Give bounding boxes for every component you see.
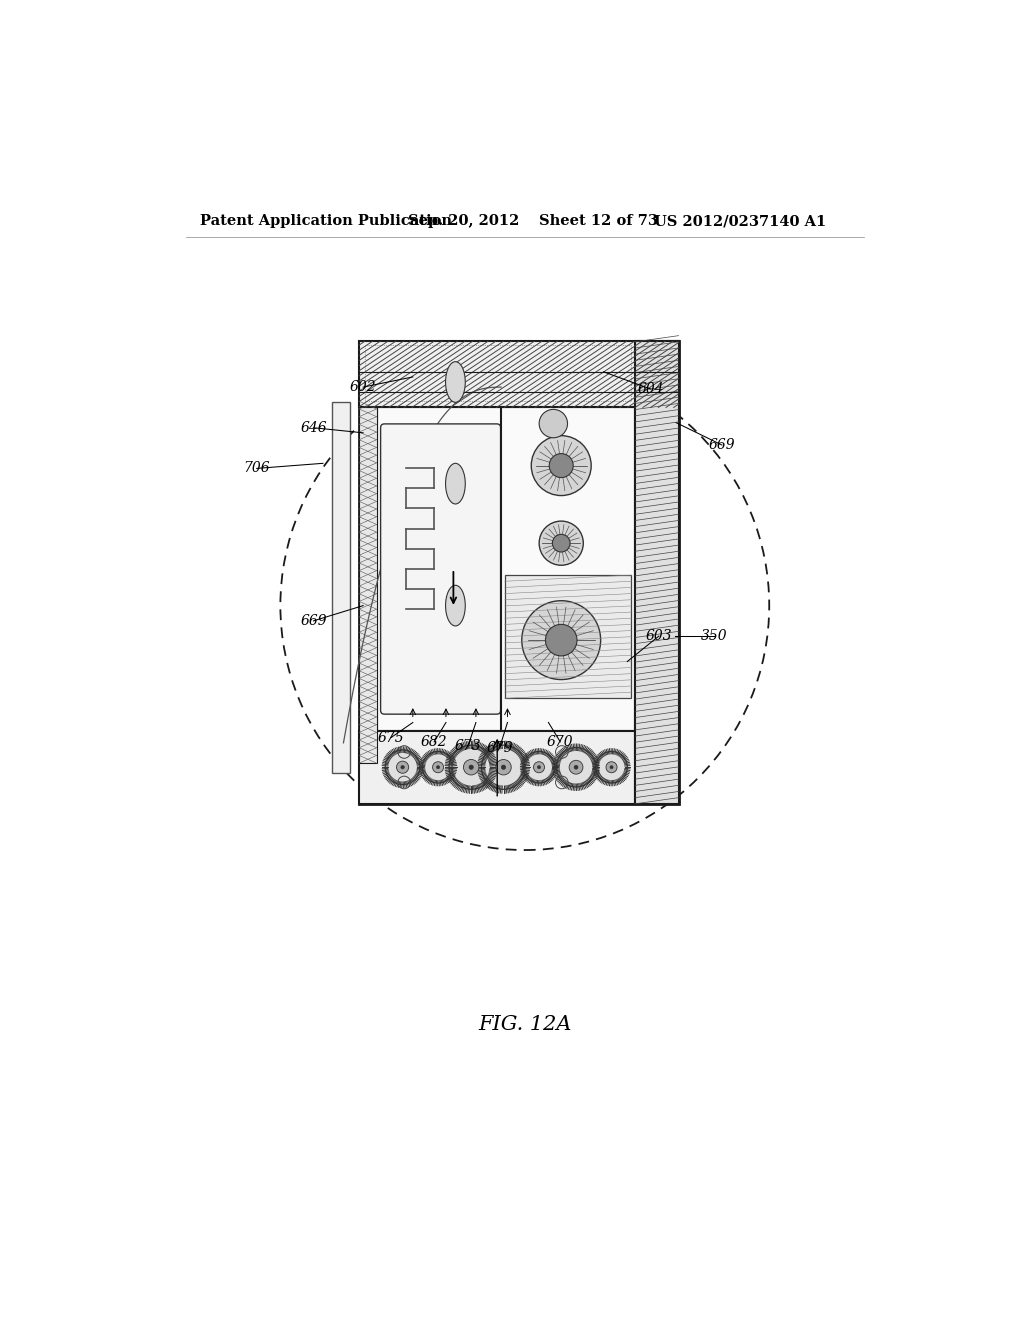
Text: US 2012/0237140 A1: US 2012/0237140 A1: [654, 214, 826, 228]
Circle shape: [396, 762, 409, 774]
Bar: [505, 576, 631, 698]
Text: 670: 670: [547, 735, 573, 748]
Circle shape: [450, 746, 494, 789]
Text: 673: 673: [455, 739, 481, 752]
Text: FIG. 12A: FIG. 12A: [478, 1015, 571, 1034]
Text: 669: 669: [300, 614, 327, 628]
Circle shape: [400, 766, 404, 770]
Circle shape: [436, 766, 439, 768]
Circle shape: [432, 762, 443, 772]
Circle shape: [522, 601, 601, 680]
Ellipse shape: [445, 463, 465, 504]
Circle shape: [481, 746, 525, 789]
Text: 669: 669: [709, 438, 735, 451]
Circle shape: [496, 759, 511, 775]
Circle shape: [569, 760, 583, 774]
Text: Sep. 20, 2012: Sep. 20, 2012: [409, 214, 519, 228]
Circle shape: [540, 409, 567, 438]
Text: 679: 679: [486, 741, 513, 755]
FancyBboxPatch shape: [381, 424, 501, 714]
Circle shape: [610, 766, 613, 768]
Circle shape: [464, 759, 479, 775]
Circle shape: [422, 751, 454, 783]
Text: 646: 646: [300, 421, 327, 434]
Bar: [333, 403, 350, 774]
Circle shape: [385, 750, 420, 784]
Text: 682: 682: [421, 735, 447, 748]
Circle shape: [534, 762, 545, 772]
Bar: [359, 408, 377, 763]
Circle shape: [502, 766, 506, 770]
Bar: [359, 731, 635, 804]
Bar: [359, 342, 679, 408]
Text: 604: 604: [638, 381, 665, 396]
Ellipse shape: [445, 362, 465, 403]
Bar: [366, 346, 632, 401]
Circle shape: [549, 454, 573, 478]
Text: 603: 603: [645, 630, 672, 643]
Circle shape: [546, 624, 577, 656]
Bar: [635, 342, 679, 804]
Text: 350: 350: [700, 630, 727, 643]
Text: 706: 706: [244, 462, 270, 475]
Circle shape: [556, 747, 596, 787]
Circle shape: [469, 766, 473, 770]
Circle shape: [596, 751, 628, 783]
Circle shape: [552, 535, 570, 552]
Text: 675: 675: [378, 731, 404, 744]
Bar: [377, 408, 635, 731]
Text: 602: 602: [350, 380, 377, 395]
Circle shape: [538, 766, 541, 768]
Text: Patent Application Publication: Patent Application Publication: [200, 214, 452, 228]
Circle shape: [574, 766, 578, 770]
Circle shape: [523, 751, 555, 783]
Circle shape: [606, 762, 617, 772]
Circle shape: [531, 436, 591, 495]
Circle shape: [540, 521, 584, 565]
Ellipse shape: [445, 585, 465, 626]
Text: Sheet 12 of 73: Sheet 12 of 73: [539, 214, 658, 228]
Bar: [359, 342, 679, 804]
